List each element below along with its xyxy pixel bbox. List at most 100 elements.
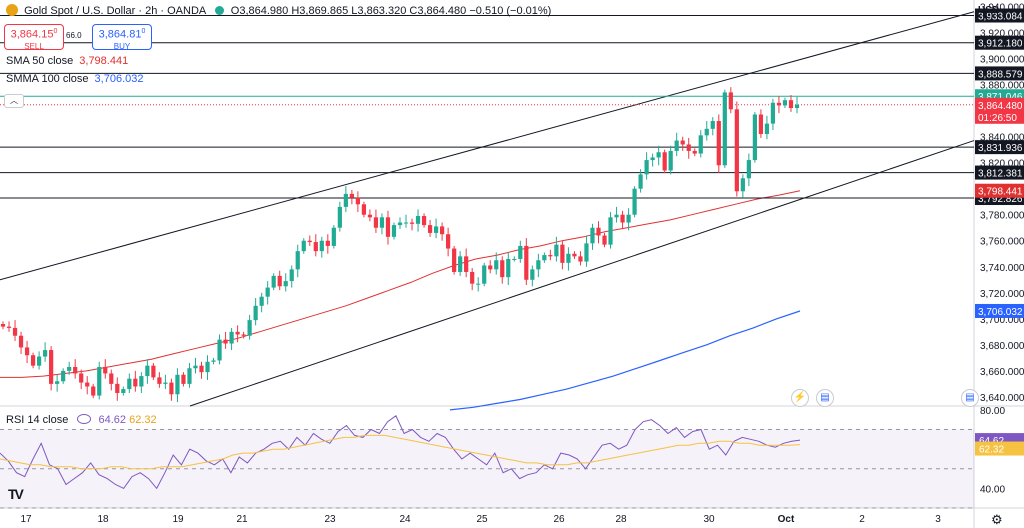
candle-body xyxy=(668,150,673,171)
candle-body xyxy=(139,376,144,387)
candle-body xyxy=(692,150,697,154)
channel-upper-line xyxy=(0,11,975,281)
spread-value: 66.0 xyxy=(66,31,82,40)
eye-icon[interactable] xyxy=(77,414,92,424)
level-label-bg xyxy=(975,8,1024,23)
candle-body xyxy=(464,256,469,272)
symbol-legend[interactable]: Gold Spot / U.S. Dollar · 2h · OANDA O3,… xyxy=(6,4,551,17)
candle-body xyxy=(674,140,679,151)
candle-body xyxy=(36,356,42,366)
candle-body xyxy=(253,305,258,321)
price-tick: 3,720.000 xyxy=(980,289,1024,300)
level-label: 3,812.381 xyxy=(978,169,1023,180)
candle-body xyxy=(578,256,583,262)
gear-icon[interactable]: ⚙ xyxy=(991,512,1003,527)
candle-body xyxy=(602,235,607,245)
rsi-legend[interactable]: RSI 14 close 64.62 62.32 xyxy=(6,414,157,426)
candle-body xyxy=(752,114,757,161)
us-flag-icon-2[interactable]: ▤ xyxy=(961,389,979,407)
candle-body xyxy=(686,144,691,151)
candle-body xyxy=(367,214,373,218)
candle-body xyxy=(764,123,770,135)
candle-body xyxy=(710,121,715,129)
sma-last-label: 3,798.441 xyxy=(978,187,1023,198)
candle-body xyxy=(133,378,138,387)
candle-body xyxy=(421,216,427,226)
rsi-label: RSI 14 close xyxy=(6,414,69,426)
smma-label: SMMA 100 close xyxy=(6,73,89,85)
candle-body xyxy=(337,206,342,228)
time-tick: 21 xyxy=(236,514,248,525)
sell-price: 3,864.15 xyxy=(10,28,54,41)
candle-body xyxy=(470,271,475,284)
rsi-tick: 80.00 xyxy=(980,406,1005,417)
candle-body xyxy=(313,242,318,252)
price-tick: 3,700.000 xyxy=(980,315,1024,326)
candle-body xyxy=(55,381,60,384)
time-tick: 3 xyxy=(935,514,941,525)
candle-body xyxy=(205,361,210,373)
buy-button[interactable]: 3,864.810 BUY xyxy=(92,24,152,51)
candle-body xyxy=(0,324,6,327)
currency-label[interactable]: USD xyxy=(978,5,1000,16)
buy-price-sup: 0 xyxy=(141,28,146,35)
symbol-title[interactable]: Gold Spot / U.S. Dollar · 2h · OANDA xyxy=(24,5,206,17)
candle-body xyxy=(24,347,30,356)
candle-body xyxy=(199,365,204,373)
time-tick: 23 xyxy=(324,514,336,525)
sma-legend[interactable]: SMA 50 close 3,798.441 xyxy=(6,55,128,67)
channel-lower-line xyxy=(189,140,975,407)
level-label: 3,831.936 xyxy=(978,143,1023,154)
rsi-value: 64.62 xyxy=(98,414,127,426)
green-level-label: 3,871.046 xyxy=(978,92,1023,103)
candle-body xyxy=(722,92,727,166)
candle-body xyxy=(295,251,300,270)
candle-body xyxy=(608,217,613,245)
candle-body xyxy=(271,275,276,288)
price-tick: 3,760.000 xyxy=(980,237,1024,248)
time-tick: 19 xyxy=(172,514,184,525)
sell-button[interactable]: 3,864.150 SELL xyxy=(4,24,64,51)
sma-last-label-bg xyxy=(975,183,1024,198)
candle-body xyxy=(433,226,439,233)
market-open-icon xyxy=(214,6,224,15)
level-label-bg xyxy=(975,140,1024,155)
time-tick: 24 xyxy=(399,514,411,525)
tradingview-logo[interactable]: TV xyxy=(8,486,24,502)
candle-body xyxy=(488,265,493,270)
candle-body xyxy=(403,222,409,224)
price-tick: 3,640.000 xyxy=(980,393,1024,404)
candle-body xyxy=(97,366,102,396)
smma-legend[interactable]: SMMA 100 close 3,706.032 xyxy=(6,73,143,85)
candle-body xyxy=(289,269,294,282)
us-flag-icon[interactable]: ▤ xyxy=(816,389,834,407)
candle-body xyxy=(30,355,36,366)
rsi-tick: 40.00 xyxy=(980,484,1005,495)
candle-body xyxy=(229,331,234,344)
candle-body xyxy=(536,260,541,270)
candle-body xyxy=(638,174,643,189)
candle-body xyxy=(12,327,18,336)
candle-body xyxy=(758,114,764,135)
candle-body xyxy=(776,102,782,106)
candle-body xyxy=(85,382,90,387)
candle-body xyxy=(325,240,330,246)
collapse-legend-button[interactable]: ︿ xyxy=(4,94,24,108)
candle-body xyxy=(512,258,517,260)
level-label-bg xyxy=(975,35,1024,50)
event-icon[interactable]: ⚡ xyxy=(791,389,809,407)
candle-body xyxy=(788,100,794,109)
candle-body xyxy=(157,377,162,384)
candle-body xyxy=(476,283,481,285)
candle-body xyxy=(446,234,451,249)
candle-body xyxy=(656,152,661,158)
candle-body xyxy=(61,370,66,382)
rsi-ma-value: 62.32 xyxy=(129,414,157,426)
sma-value: 3,798.441 xyxy=(79,55,129,67)
close-value: C3,864.480 xyxy=(409,5,467,17)
candle-body xyxy=(115,383,120,393)
candle-body xyxy=(235,331,240,335)
smma-last-label: 3,706.032 xyxy=(978,307,1023,318)
candle-body xyxy=(355,197,360,205)
